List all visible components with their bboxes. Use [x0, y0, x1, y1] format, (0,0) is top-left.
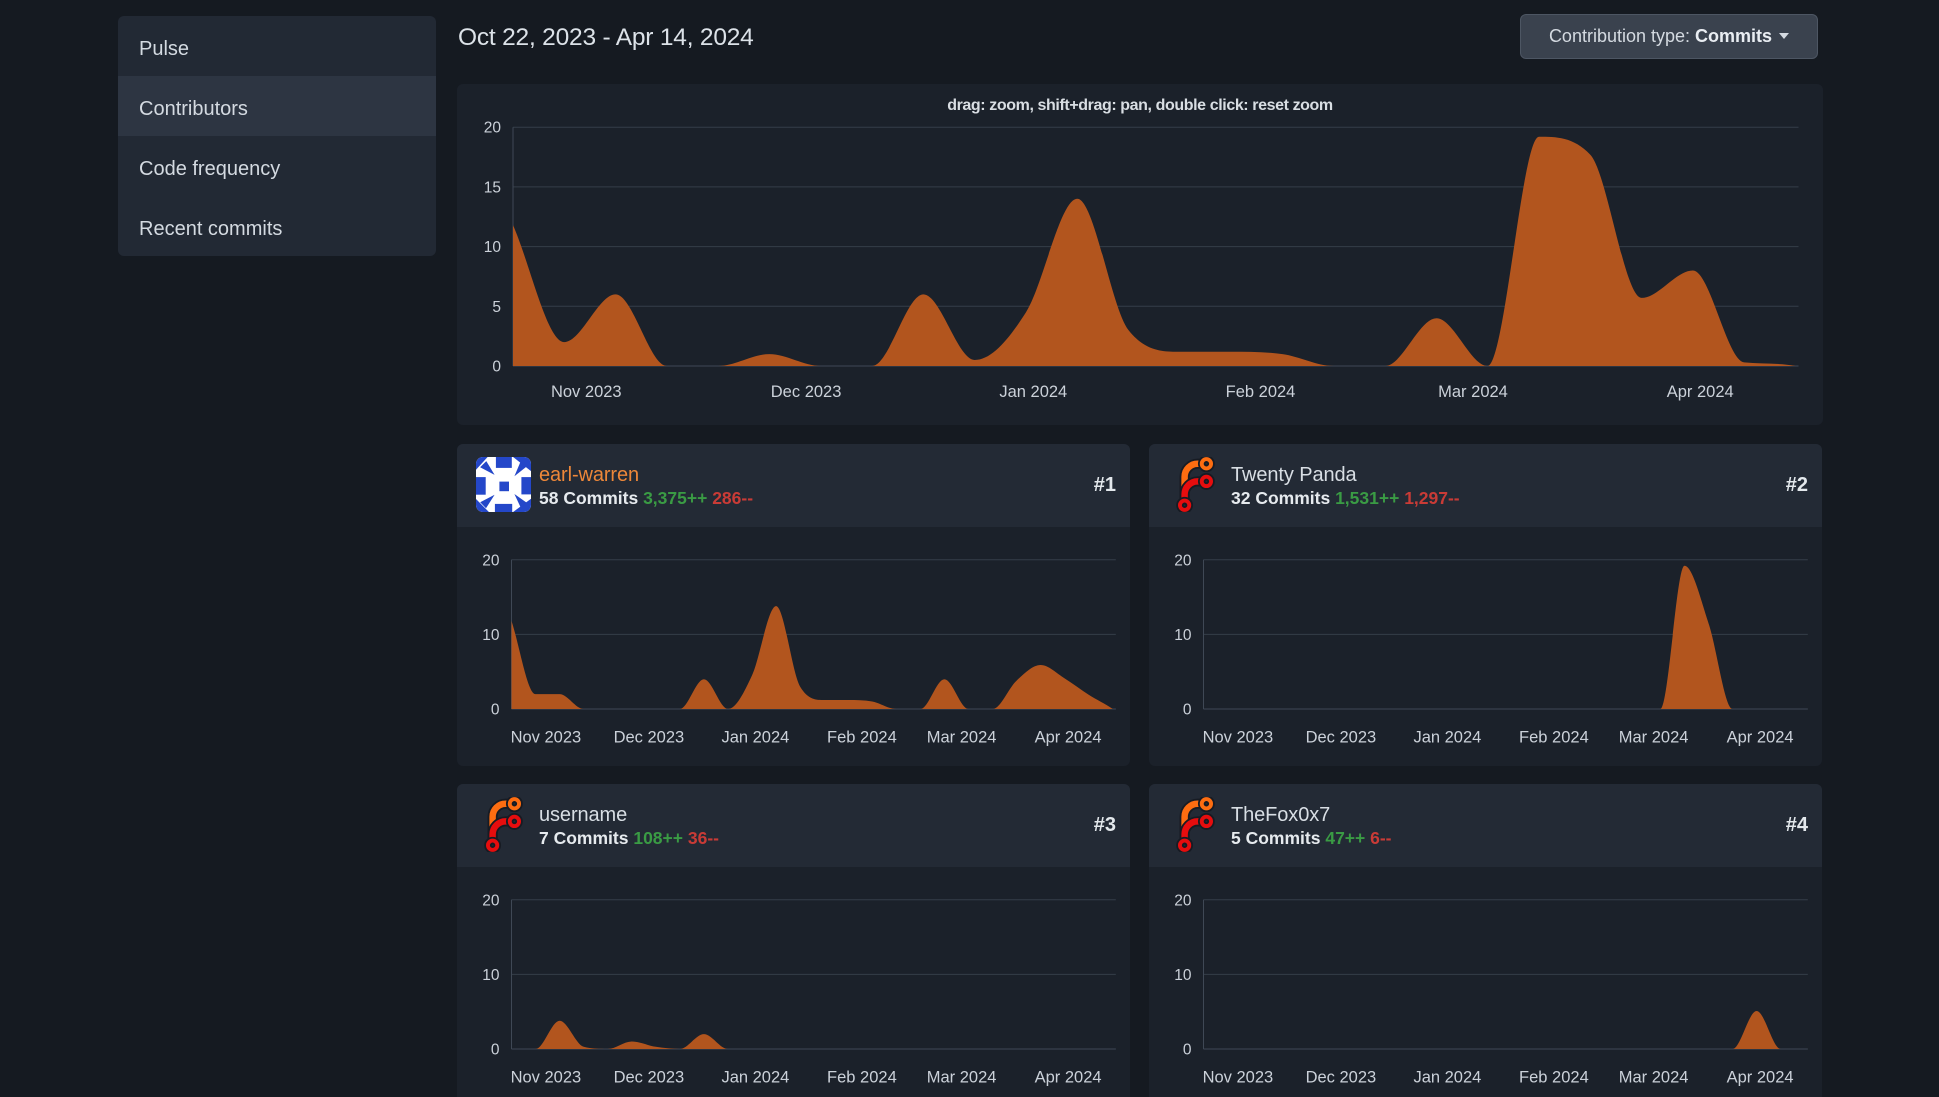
svg-text:Apr 2024: Apr 2024: [1727, 1069, 1794, 1087]
svg-text:5: 5: [492, 299, 501, 316]
svg-text:20: 20: [1174, 552, 1192, 569]
svg-text:20: 20: [1174, 892, 1192, 909]
svg-text:Dec 2023: Dec 2023: [614, 729, 685, 747]
svg-text:Dec 2023: Dec 2023: [1306, 729, 1377, 747]
svg-text:Jan 2024: Jan 2024: [721, 1069, 789, 1087]
svg-text:10: 10: [1174, 627, 1192, 644]
svg-text:Apr 2024: Apr 2024: [1035, 729, 1102, 747]
svg-text:Nov 2023: Nov 2023: [1203, 729, 1274, 747]
svg-text:Feb 2024: Feb 2024: [827, 1069, 897, 1087]
svg-text:Dec 2023: Dec 2023: [1306, 1069, 1377, 1087]
svg-text:Feb 2024: Feb 2024: [1226, 383, 1296, 401]
svg-text:0: 0: [1183, 702, 1192, 719]
svg-text:Jan 2024: Jan 2024: [999, 383, 1067, 401]
svg-text:15: 15: [484, 179, 501, 196]
svg-text:Apr 2024: Apr 2024: [1667, 383, 1734, 401]
svg-text:Feb 2024: Feb 2024: [1519, 1069, 1589, 1087]
svg-text:0: 0: [491, 1042, 500, 1059]
svg-text:Mar 2024: Mar 2024: [1438, 383, 1508, 401]
svg-text:20: 20: [484, 120, 502, 137]
svg-text:Nov 2023: Nov 2023: [1203, 1069, 1274, 1087]
svg-text:20: 20: [482, 552, 500, 569]
svg-text:10: 10: [484, 239, 502, 256]
svg-text:20: 20: [482, 892, 500, 909]
svg-text:Mar 2024: Mar 2024: [927, 1069, 997, 1087]
svg-text:Dec 2023: Dec 2023: [614, 1069, 685, 1087]
svg-text:Apr 2024: Apr 2024: [1035, 1069, 1102, 1087]
svg-text:Nov 2023: Nov 2023: [511, 1069, 582, 1087]
svg-text:0: 0: [1183, 1042, 1192, 1059]
svg-text:Dec 2023: Dec 2023: [771, 383, 842, 401]
svg-text:Feb 2024: Feb 2024: [827, 729, 897, 747]
svg-text:Jan 2024: Jan 2024: [1413, 729, 1481, 747]
svg-text:0: 0: [491, 702, 500, 719]
svg-text:10: 10: [1174, 967, 1192, 984]
svg-text:Mar 2024: Mar 2024: [927, 729, 997, 747]
svg-text:0: 0: [492, 359, 501, 376]
svg-text:Jan 2024: Jan 2024: [1413, 1069, 1481, 1087]
svg-text:Nov 2023: Nov 2023: [551, 383, 622, 401]
svg-text:Apr 2024: Apr 2024: [1727, 729, 1794, 747]
svg-text:Jan 2024: Jan 2024: [721, 729, 789, 747]
svg-text:Nov 2023: Nov 2023: [511, 729, 582, 747]
svg-text:Mar 2024: Mar 2024: [1619, 729, 1689, 747]
svg-text:10: 10: [482, 967, 500, 984]
svg-text:Mar 2024: Mar 2024: [1619, 1069, 1689, 1087]
svg-text:10: 10: [482, 627, 500, 644]
svg-text:Feb 2024: Feb 2024: [1519, 729, 1589, 747]
